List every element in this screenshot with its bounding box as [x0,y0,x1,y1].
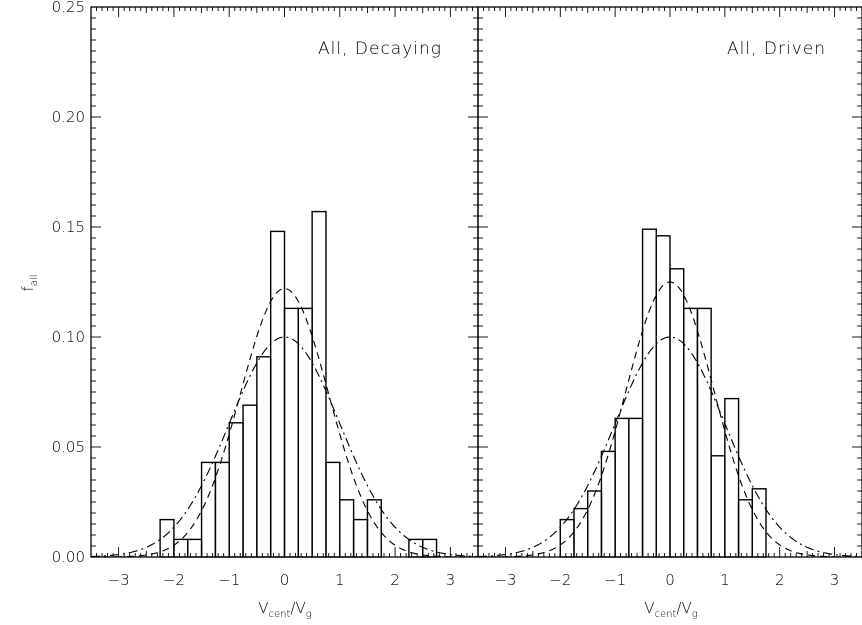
x-tick-label: 2 [390,571,400,589]
x-tick-label: 0 [280,571,290,589]
panel-title: All, Decaying [318,39,442,59]
y-tick-label: 0.25 [52,0,85,16]
histogram-bar [159,518,175,558]
histogram-bar [628,417,644,558]
histogram-bar [587,490,603,558]
histogram-bar [696,307,712,558]
axis-labels: Vcent/Vg Vcent/Vg fall [19,275,698,620]
histogram-bar [256,356,272,558]
panel-decaying: −3 −2 −1 0 1 2 3 0.00 0.05 0.10 0.15 0.20 0.25 All, D… [52,0,479,589]
histogram-bar [242,404,258,558]
histogram-bar [559,518,575,558]
panel-driven: −3 −2 −1 0 1 2 3 All, Driven [477,6,862,589]
histogram-bar [422,538,438,558]
histogram-bar [283,307,300,558]
histogram-bar [655,235,671,558]
histogram-bar [710,455,726,558]
y-tick-label: 0.00 [52,548,85,566]
x-tick-label: −3 [108,571,130,589]
histogram-bar [339,499,355,558]
histogram-bar [614,417,630,558]
histogram-bar [737,499,753,558]
x-tick-label: 1 [335,571,345,589]
histogram-bar [173,538,189,558]
histogram-bar [641,228,657,558]
x-tick-label: −3 [494,571,516,589]
histogram-bar [573,507,589,558]
gaussian-dashed-line [478,281,862,558]
y-tick-label: 0.05 [52,438,85,456]
histogram-bar [352,518,369,558]
histogram-bar [408,538,424,558]
histogram-bar [214,461,230,558]
histogram-bar [669,268,685,558]
panel-title: All, Driven [727,39,826,59]
histogram-bar [311,210,327,558]
histogram-bar [297,307,313,558]
histogram-bar [683,307,699,558]
x-tick-label: 3 [446,571,456,589]
y-tick-label: 0.15 [52,218,85,236]
histogram-bar [325,461,341,558]
x-tick-label: −2 [163,571,185,589]
y-tick-label: 0.10 [52,328,85,346]
histogram-bar [269,230,286,558]
histogram-bar [187,538,203,558]
y-axis-label: fall [19,275,40,292]
histogram-bar [724,397,740,558]
histogram-bar [751,488,767,558]
y-tick-label: 0.20 [52,108,85,126]
histogram-bar [200,461,217,558]
histogram-bar [228,422,244,558]
x-axis-label: Vcent/Vg [644,599,698,620]
histogram-bar [366,499,382,558]
x-tick-label: −1 [218,571,240,589]
x-tick-label: −1 [604,571,626,589]
gaussian-dashed-line [91,288,478,558]
x-tick-label: 3 [830,571,840,589]
x-tick-label: 2 [775,571,785,589]
histogram-bar [600,450,616,558]
x-tick-label: −2 [549,571,571,589]
x-tick-label: 0 [665,571,675,589]
x-axis-label: Vcent/Vg [258,599,312,620]
x-tick-label: 1 [720,571,730,589]
